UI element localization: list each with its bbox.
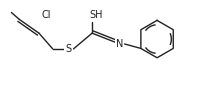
Text: S: S <box>65 44 72 54</box>
Text: SH: SH <box>89 10 103 20</box>
Text: N: N <box>116 39 123 49</box>
Text: Cl: Cl <box>41 10 51 20</box>
